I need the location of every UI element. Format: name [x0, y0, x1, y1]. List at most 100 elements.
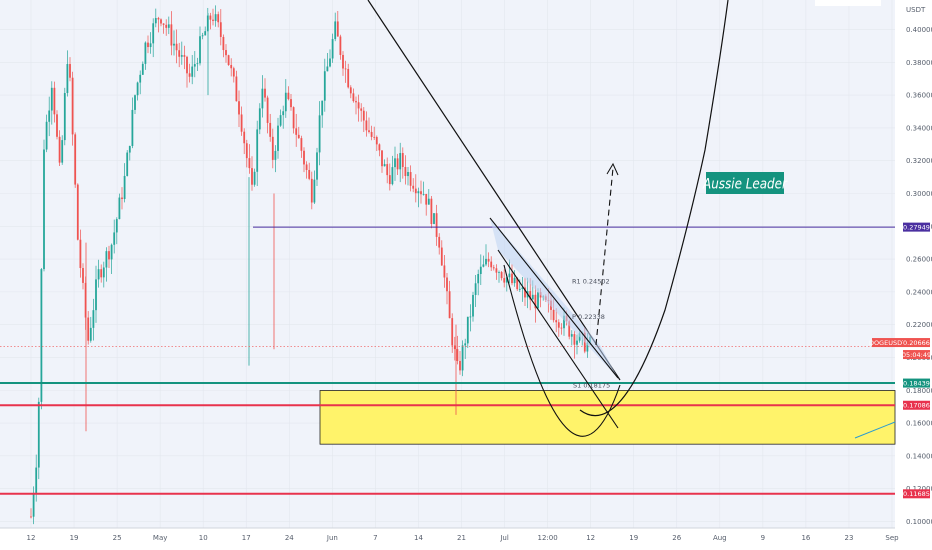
candle-body [89, 327, 92, 341]
candle-body [414, 188, 417, 194]
candle-body [375, 137, 378, 145]
candle-body [381, 150, 383, 167]
x-tick-label: 17 [242, 534, 251, 542]
candle-body [342, 54, 344, 69]
candle-body [183, 55, 186, 57]
candle-body [425, 193, 428, 205]
candle-body [240, 114, 243, 132]
candle-body [310, 178, 313, 203]
candle-body [560, 327, 563, 329]
candle-body [349, 87, 352, 94]
candle-body [495, 268, 498, 273]
price-label-text: 0.27949 [903, 223, 930, 231]
candle-body [170, 24, 173, 46]
candle-body [451, 318, 454, 346]
candle-body [422, 193, 425, 195]
candle-body [108, 251, 110, 260]
candle-body [303, 150, 305, 165]
candle-body [464, 343, 467, 346]
x-tick-label: May [153, 534, 167, 542]
candle-body [573, 334, 576, 345]
candle-body [256, 129, 259, 172]
candle-body [126, 152, 129, 176]
candle-body [40, 269, 43, 402]
candle-body [222, 36, 225, 51]
candle-body [404, 166, 407, 177]
candle-body [100, 269, 103, 278]
candle-body [513, 277, 516, 284]
candle-body [191, 66, 194, 77]
candle-body [388, 175, 391, 185]
candle-body [529, 291, 532, 300]
candle-body [131, 109, 134, 146]
candle-body [297, 134, 300, 139]
watermark-text: Aussie Leader [702, 177, 788, 193]
candle-body [477, 273, 480, 284]
candle-body [453, 345, 456, 350]
candle-body [63, 93, 66, 141]
candle-body [355, 101, 357, 103]
x-tick-label: 16 [801, 534, 810, 542]
candle-body [511, 273, 513, 284]
candle-body [518, 288, 521, 290]
x-tick-label: Jun [326, 534, 338, 542]
candle-body [45, 121, 48, 150]
candle-body [339, 36, 342, 55]
candle-body [167, 24, 170, 28]
candle-body [271, 136, 274, 160]
candle-body [180, 55, 183, 57]
x-tick-label: 12 [27, 534, 36, 542]
candle-body [537, 292, 539, 309]
candle-body [435, 213, 438, 237]
candle-body [160, 19, 162, 24]
candle-body [102, 267, 105, 278]
candle-body [199, 36, 201, 64]
candle-body [193, 64, 196, 67]
support-zone-rect [319, 390, 896, 445]
candle-body [399, 153, 402, 170]
candle-body [378, 144, 381, 151]
watermark-box [706, 172, 784, 194]
candle-body [209, 15, 212, 20]
candle-body [76, 184, 79, 240]
candle-body [95, 279, 97, 311]
candle-body [365, 120, 368, 131]
candle-body [383, 164, 386, 167]
candle-body [370, 131, 373, 137]
candle-body [74, 134, 77, 185]
candle-body [456, 349, 459, 361]
candle-body [110, 244, 113, 260]
candle-body [482, 264, 485, 267]
axis-background [895, 0, 932, 550]
candle-body [253, 171, 256, 185]
candle-body [555, 320, 558, 323]
price-label-box [903, 222, 930, 232]
candle-body [149, 43, 152, 48]
candle-body [516, 277, 519, 290]
candle-body [443, 265, 446, 278]
candle-body [329, 58, 331, 67]
candle-body [321, 100, 324, 116]
candle-body [313, 179, 316, 203]
candle-body [586, 342, 589, 352]
x-tick-label: 7 [373, 534, 377, 542]
candle-body [243, 131, 246, 144]
candle-body [118, 197, 121, 220]
projection-arrow-head [606, 162, 619, 176]
candle-body [115, 219, 118, 233]
time-axis[interactable]: 12 19 25 May 10 17 24 Jun 7 14 21 Jul 12:00 12 19 26 Aug… [27, 534, 900, 542]
candle-body [570, 334, 573, 337]
candle-body [290, 99, 292, 108]
x-tick-label: 25 [113, 534, 122, 542]
candle-body [391, 167, 394, 185]
candle-body [48, 110, 51, 122]
